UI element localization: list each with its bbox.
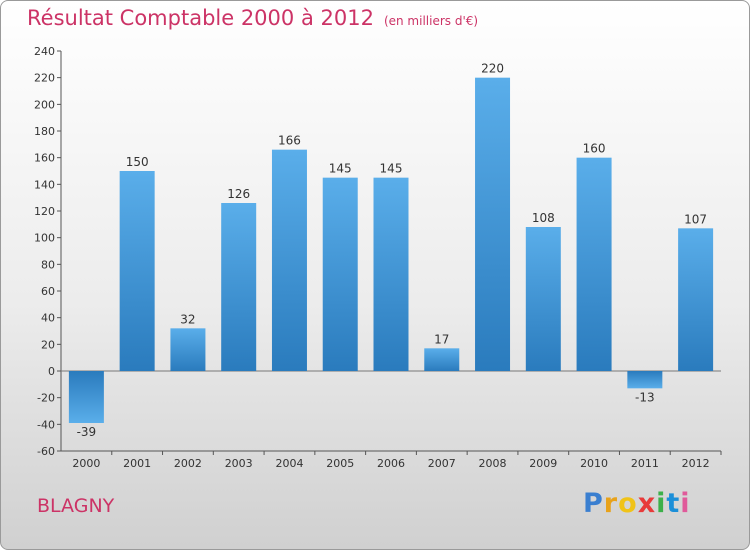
data-label-2011: -13 xyxy=(635,390,655,404)
chart-title: Résultat Comptable 2000 à 2012 (en millie… xyxy=(27,6,478,30)
data-label-2000: -39 xyxy=(77,425,97,439)
logo-letter: o xyxy=(618,488,638,519)
x-tick-label-2001: 2001 xyxy=(123,457,151,470)
x-tick-label-2010: 2010 xyxy=(580,457,608,470)
y-tick-label: 200 xyxy=(34,98,55,111)
data-label-2006: 145 xyxy=(380,162,403,176)
data-label-2008: 220 xyxy=(481,62,504,76)
y-tick-label: -40 xyxy=(37,418,55,431)
data-label-2003: 126 xyxy=(227,187,250,201)
data-label-2005: 145 xyxy=(329,162,352,176)
y-tick-label: 180 xyxy=(34,125,55,138)
bar-2002 xyxy=(170,328,206,371)
data-label-2002: 32 xyxy=(180,312,195,326)
logo-letter: i xyxy=(656,488,667,519)
bar-2005 xyxy=(322,177,358,371)
y-tick-label: 80 xyxy=(41,258,55,271)
x-tick-label-2000: 2000 xyxy=(72,457,100,470)
y-tick-label: 120 xyxy=(34,205,55,218)
x-tick-label-2005: 2005 xyxy=(326,457,354,470)
y-tick-label: 240 xyxy=(34,45,55,58)
data-label-2009: 108 xyxy=(532,211,555,225)
logo-letter: t xyxy=(666,488,681,519)
logo-letter: x xyxy=(637,488,657,519)
bar-2011 xyxy=(627,371,663,389)
y-tick-label: 40 xyxy=(41,312,55,325)
chart-subtitle: (en milliers d'€) xyxy=(383,14,479,28)
x-tick-label-2012: 2012 xyxy=(682,457,710,470)
data-label-2010: 160 xyxy=(583,142,606,156)
data-label-2012: 107 xyxy=(684,212,707,226)
logo-letter: P xyxy=(583,488,604,519)
bar-2006 xyxy=(373,177,409,371)
bar-2010 xyxy=(576,157,612,371)
logo-letter: i xyxy=(680,488,691,519)
y-tick-label: 20 xyxy=(41,338,55,351)
proxiti-logo: Proxiti xyxy=(583,488,691,519)
y-tick-label: 220 xyxy=(34,72,55,85)
data-label-2001: 150 xyxy=(126,155,149,169)
y-tick-label: 0 xyxy=(48,365,55,378)
y-tick-label: -60 xyxy=(37,445,55,458)
x-tick-label-2003: 2003 xyxy=(225,457,253,470)
bar-2012 xyxy=(678,228,714,371)
x-tick-label-2006: 2006 xyxy=(377,457,405,470)
x-tick-label-2007: 2007 xyxy=(428,457,456,470)
data-label-2007: 17 xyxy=(434,332,449,346)
logo-letter: r xyxy=(603,488,619,519)
chart-title-text: Résultat Comptable 2000 à 2012 xyxy=(27,6,374,30)
y-tick-label: 60 xyxy=(41,285,55,298)
bar-2001 xyxy=(119,171,155,371)
bar-2009 xyxy=(525,227,561,371)
bar-2000 xyxy=(68,371,104,423)
bar-2008 xyxy=(475,77,511,372)
y-tick-label: -20 xyxy=(37,392,55,405)
x-tick-label-2004: 2004 xyxy=(275,457,303,470)
data-label-2004: 166 xyxy=(278,134,301,148)
bar-2003 xyxy=(221,203,257,371)
bar-2004 xyxy=(271,149,307,371)
y-tick-label: 140 xyxy=(34,178,55,191)
y-tick-label: 100 xyxy=(34,232,55,245)
bar-2007 xyxy=(424,348,460,371)
x-tick-label-2011: 2011 xyxy=(631,457,659,470)
x-tick-label-2009: 2009 xyxy=(529,457,557,470)
x-tick-label-2008: 2008 xyxy=(479,457,507,470)
y-tick-label: 160 xyxy=(34,152,55,165)
city-name: BLAGNY xyxy=(37,495,115,517)
x-tick-label-2002: 2002 xyxy=(174,457,202,470)
